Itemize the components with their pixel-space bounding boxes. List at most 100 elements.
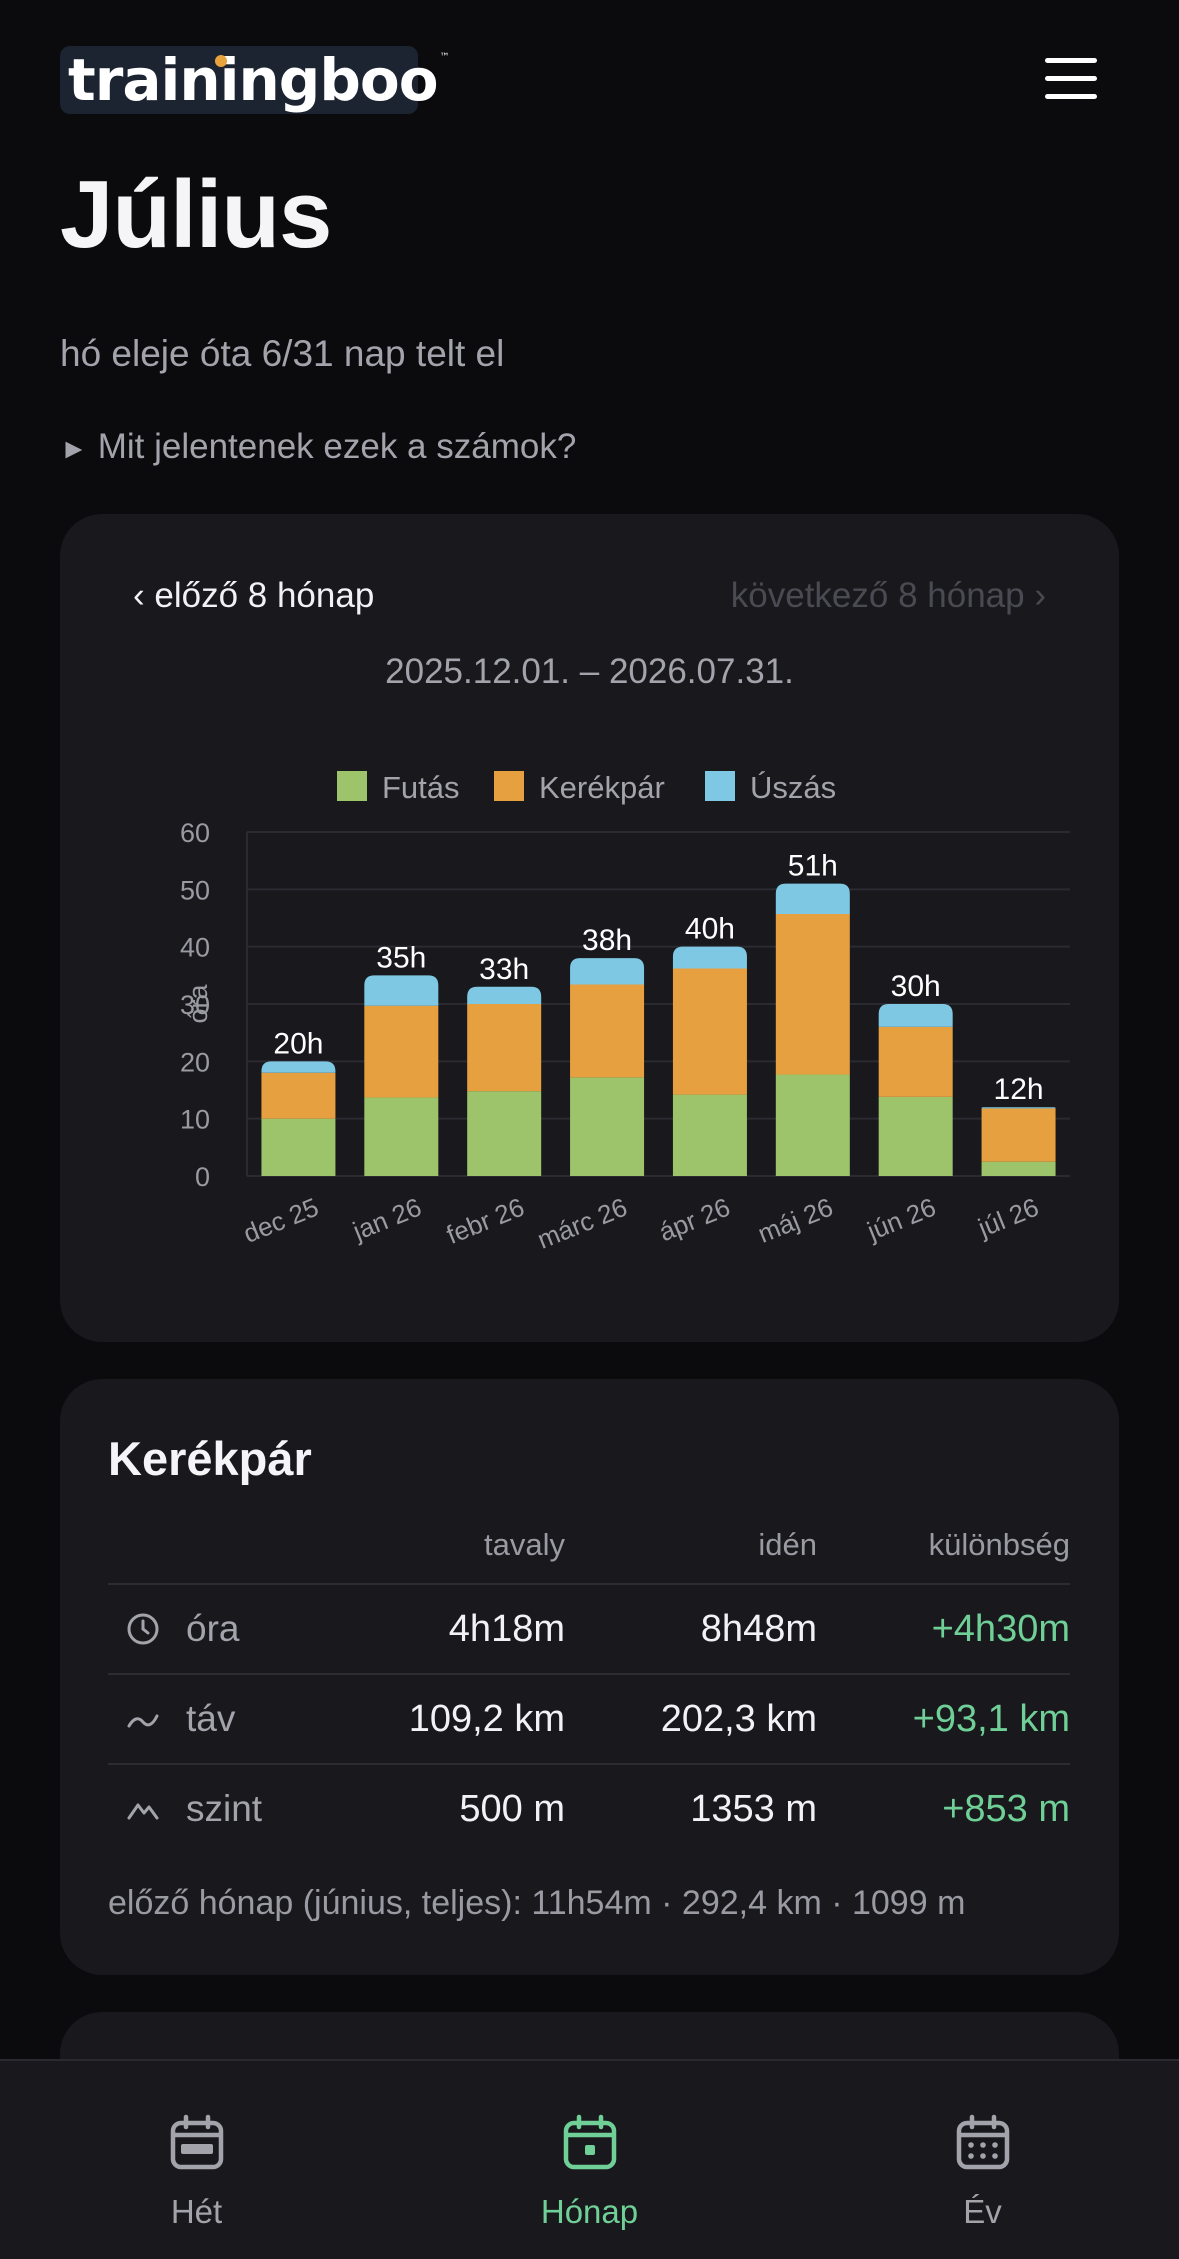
hours-this-year: 8h48m xyxy=(700,1607,817,1650)
tab-month[interactable]: Hónap xyxy=(393,2061,786,2259)
bar-segment-jan 26 xyxy=(364,975,439,1006)
distance-last-year: 109,2 km xyxy=(408,1697,565,1740)
date-range-label: 2025.12.01. – 2026.07.31. xyxy=(385,652,794,691)
previous-month-summary: előző hónap (június, teljes): 11h54m · 2… xyxy=(108,1884,966,1922)
bar-segment-jún 26 xyxy=(878,1026,953,1097)
month-progress-text: hó eleje óta 6/31 nap telt el xyxy=(60,333,505,374)
hamburger-menu-icon[interactable] xyxy=(1045,58,1097,100)
stats-title: Kerékpár xyxy=(108,1432,312,1485)
bar-segment-márc 26 xyxy=(570,1077,645,1176)
table-row: táv xyxy=(108,1675,235,1763)
y-tick-label: 0 xyxy=(195,1162,210,1192)
cycling-stats-card: Kerékpár tavaly idén különbség óra 4h18m… xyxy=(60,1379,1119,1975)
tab-year[interactable]: Év xyxy=(786,2061,1179,2259)
y-tick-label: 10 xyxy=(180,1105,210,1135)
column-header-this-year: idén xyxy=(758,1527,817,1562)
table-row: óra xyxy=(108,1585,239,1673)
disclosure-label: Mit jelentenek ezek a számok? xyxy=(97,427,577,466)
stacked-bar-chart: 0 10 20 30 40 50 60 óra Futás Kerékpár Úszás 20h dec… xyxy=(180,770,1070,1255)
table-row: szint xyxy=(108,1765,262,1853)
elevation-icon xyxy=(126,1792,166,1826)
previous-months-button[interactable]: ‹ előző 8 hónap xyxy=(133,576,375,615)
bar-segment-dec 25 xyxy=(261,1061,336,1073)
bar-total-label: 35h xyxy=(376,941,426,974)
y-tick-label: 30 xyxy=(180,990,210,1020)
legend-label: Úszás xyxy=(750,770,836,805)
table-divider xyxy=(108,1763,1070,1765)
x-tick-label: jan 26 xyxy=(348,1192,426,1247)
x-tick-label: dec 25 xyxy=(239,1192,323,1249)
explanation-disclosure[interactable]: ► Mit jelentenek ezek a számok? xyxy=(60,427,576,467)
next-months-button[interactable]: következő 8 hónap › xyxy=(730,576,1046,615)
tab-year-label: Év xyxy=(963,2193,1002,2230)
bar-segment-júl 26 xyxy=(981,1108,1056,1162)
x-tick-label: febr 26 xyxy=(442,1192,528,1250)
column-header-last-year: tavaly xyxy=(484,1527,565,1562)
calendar-month-icon xyxy=(563,2114,616,2170)
bar-segment-jan 26 xyxy=(364,1005,439,1098)
logo-accent-dot xyxy=(215,55,227,67)
legend-label: Kerékpár xyxy=(539,770,665,805)
row-label-hours: óra xyxy=(186,1608,240,1649)
bar-segment-máj 26 xyxy=(775,1074,850,1176)
x-tick-label: márc 26 xyxy=(533,1192,631,1255)
y-tick-label: 50 xyxy=(180,875,210,905)
table-divider xyxy=(108,1673,1070,1675)
bar-segment-jún 26 xyxy=(878,1096,953,1176)
y-axis-label: óra xyxy=(183,984,213,1024)
bar-total-label: 12h xyxy=(994,1073,1044,1106)
hours-last-year: 4h18m xyxy=(448,1607,565,1650)
column-header-difference: különbség xyxy=(928,1527,1070,1562)
bar-total-label: 20h xyxy=(273,1027,323,1060)
elevation-difference: +853 m xyxy=(942,1787,1070,1830)
bar-segment-febr 26 xyxy=(467,1091,542,1176)
distance-difference: +93,1 km xyxy=(912,1697,1070,1740)
app-logo[interactable]: trainingboo ™ xyxy=(60,46,450,114)
hours-difference: +4h30m xyxy=(931,1607,1070,1650)
legend-swatch-1 xyxy=(494,771,524,801)
elevation-this-year: 1353 m xyxy=(690,1787,817,1830)
monthly-chart-card: ‹ előző 8 hónap következő 8 hónap › 2025… xyxy=(60,514,1119,1342)
bar-segment-ápr 26 xyxy=(672,968,747,1095)
clock-icon xyxy=(126,1612,166,1646)
row-label-elevation: szint xyxy=(186,1788,263,1829)
bar-total-label: 40h xyxy=(685,913,735,946)
bar-total-label: 33h xyxy=(479,953,529,986)
bar-total-label: 30h xyxy=(891,970,941,1003)
tab-month-label: Hónap xyxy=(540,2193,639,2230)
disclosure-triangle-icon: ► xyxy=(60,433,88,464)
bar-segment-júl 26 xyxy=(981,1107,1056,1109)
bar-segment-ápr 26 xyxy=(672,1094,747,1176)
distance-icon xyxy=(126,1702,166,1736)
x-tick-label: máj 26 xyxy=(753,1192,837,1249)
bar-segment-márc 26 xyxy=(570,958,645,985)
bar-segment-dec 25 xyxy=(261,1072,336,1119)
bar-segment-máj 26 xyxy=(775,883,850,914)
bar-segment-ápr 26 xyxy=(672,946,747,969)
y-tick-label: 40 xyxy=(180,933,210,963)
x-tick-label: jún 26 xyxy=(862,1192,940,1247)
bar-total-label: 51h xyxy=(788,850,838,883)
bar-segment-dec 25 xyxy=(261,1118,336,1176)
logo-text: trainingboo xyxy=(68,46,439,114)
y-tick-label: 20 xyxy=(180,1047,210,1077)
distance-this-year: 202,3 km xyxy=(660,1697,817,1740)
bar-segment-febr 26 xyxy=(467,1004,542,1092)
logo-trademark: ™ xyxy=(439,52,450,63)
bar-segment-márc 26 xyxy=(570,984,645,1078)
bar-total-label: 38h xyxy=(582,924,632,957)
tab-week-label: Hét xyxy=(170,2193,223,2230)
bar-segment-jan 26 xyxy=(364,1097,439,1176)
calendar-year-icon xyxy=(956,2114,1009,2170)
bar-segment-júl 26 xyxy=(981,1161,1056,1176)
elevation-last-year: 500 m xyxy=(459,1787,565,1830)
bar-segment-jún 26 xyxy=(878,1004,953,1027)
x-tick-label: ápr 26 xyxy=(655,1192,735,1247)
legend-label: Futás xyxy=(382,770,460,805)
legend-swatch-0 xyxy=(337,771,367,801)
legend-swatch-2 xyxy=(705,771,735,801)
tab-week[interactable]: Hét xyxy=(0,2061,393,2259)
table-divider xyxy=(108,1583,1070,1585)
row-label-distance: táv xyxy=(186,1698,236,1739)
y-tick-label: 60 xyxy=(180,818,210,848)
